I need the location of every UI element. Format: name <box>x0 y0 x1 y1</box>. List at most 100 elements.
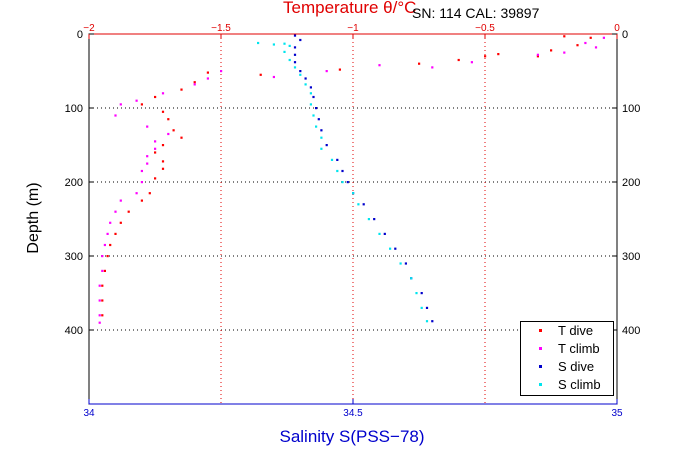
data-point-t-dive <box>259 73 262 76</box>
data-point-s-dive <box>362 203 365 206</box>
data-point-t-climb <box>119 103 122 106</box>
data-point-s-dive <box>425 306 429 309</box>
data-point-s-dive <box>309 86 312 89</box>
data-point-s-climb <box>288 44 291 47</box>
data-point-t-dive <box>172 129 175 132</box>
data-point-t-dive <box>154 95 157 99</box>
data-point-t-climb <box>602 36 605 39</box>
data-point-s-dive <box>304 77 307 80</box>
legend-label-s-climb: S climb <box>558 377 601 392</box>
temperature-tick-label: −0.5 <box>475 23 495 34</box>
data-point-t-dive <box>161 110 165 113</box>
data-point-t-dive <box>101 284 104 287</box>
data-point-t-climb <box>119 199 122 202</box>
data-point-t-climb <box>98 314 101 317</box>
data-point-t-dive <box>457 58 460 62</box>
data-point-s-dive <box>341 169 344 173</box>
data-point-t-climb <box>193 83 196 86</box>
data-point-s-climb <box>425 320 429 323</box>
data-point-s-climb <box>367 218 370 221</box>
data-point-t-dive <box>154 151 157 154</box>
data-point-s-climb <box>352 192 355 195</box>
data-point-t-dive <box>576 44 579 47</box>
chart-title: Temperature θ/°C <box>283 0 417 17</box>
data-point-s-climb <box>399 262 402 265</box>
data-point-t-dive <box>114 232 117 235</box>
data-point-t-climb <box>154 147 157 150</box>
data-point-s-climb <box>336 169 339 173</box>
data-point-s-dive <box>383 232 386 235</box>
data-point-s-dive <box>404 262 407 265</box>
data-point-s-climb <box>415 292 418 295</box>
y-tick-label-right: 100 <box>622 103 640 115</box>
data-point-s-climb <box>288 58 291 62</box>
data-point-t-climb <box>98 299 101 302</box>
data-point-t-climb <box>161 92 165 95</box>
data-point-s-climb <box>330 158 334 161</box>
data-point-t-climb <box>101 269 104 272</box>
data-point-t-climb <box>431 66 434 69</box>
temperature-tick-label: 0 <box>614 23 620 34</box>
data-point-t-climb <box>135 192 138 195</box>
data-point-t-climb <box>101 255 104 258</box>
data-point-t-dive <box>206 71 209 74</box>
data-point-t-dive <box>148 192 151 195</box>
data-point-s-dive <box>394 247 397 250</box>
data-point-t-dive <box>484 55 487 58</box>
y-tick-label-left: 300 <box>65 251 83 263</box>
data-point-s-dive <box>373 218 376 221</box>
data-point-t-dive <box>161 144 165 147</box>
data-point-t-climb <box>109 221 112 224</box>
data-point-s-climb <box>378 232 381 235</box>
data-point-s-climb <box>315 125 318 128</box>
data-point-s-dive <box>293 34 297 37</box>
data-point-s-dive <box>293 53 297 56</box>
legend: T dive T climb S dive S climb <box>520 321 614 396</box>
legend-marker-t-dive <box>539 329 542 332</box>
data-point-s-climb <box>283 42 286 45</box>
y-axis-label: Depth (m) <box>25 182 42 254</box>
legend-marker-s-climb <box>539 383 542 386</box>
data-point-s-climb <box>420 306 423 309</box>
data-point-t-dive <box>167 118 170 121</box>
data-point-s-dive <box>320 129 323 132</box>
data-point-t-dive <box>550 49 553 52</box>
data-point-s-dive <box>346 181 349 184</box>
data-point-t-climb <box>325 70 328 73</box>
salinity-tick-label: 34 <box>83 408 95 419</box>
data-point-t-climb <box>594 46 598 49</box>
legend-item-s-climb: S climb <box>521 376 613 394</box>
data-point-s-dive <box>336 158 339 161</box>
data-point-s-dive <box>325 144 328 147</box>
legend-label-t-dive: T dive <box>558 323 594 338</box>
data-point-t-climb <box>103 243 106 247</box>
data-point-t-climb <box>146 162 149 165</box>
data-point-s-dive <box>299 70 302 73</box>
data-point-t-climb <box>114 114 117 117</box>
legend-label-s-dive: S dive <box>558 359 595 374</box>
x-axis-label: Salinity S(PSS−78) <box>279 427 425 446</box>
temperature-tick-label: −2 <box>83 23 95 34</box>
data-point-s-dive <box>293 46 297 49</box>
y-tick-label-right: 300 <box>622 251 640 263</box>
temperature-tick-label: −1 <box>347 23 359 34</box>
data-point-t-dive <box>536 55 539 58</box>
data-point-s-climb <box>299 73 302 76</box>
data-point-t-climb <box>470 61 473 64</box>
data-point-t-climb <box>220 70 223 73</box>
legend-item-t-climb: T climb <box>521 340 613 358</box>
data-points <box>98 34 605 324</box>
data-point-s-dive <box>431 320 434 323</box>
data-point-s-dive <box>420 292 423 295</box>
data-point-t-climb <box>106 232 109 235</box>
y-tick-label-left: 400 <box>65 325 83 337</box>
legend-item-s-dive: S dive <box>521 358 613 376</box>
data-point-t-dive <box>589 36 592 39</box>
data-point-t-dive <box>101 299 104 302</box>
y-tick-label-right: 200 <box>622 177 640 189</box>
data-point-t-climb <box>536 53 539 56</box>
data-point-t-climb <box>154 140 157 143</box>
data-point-t-dive <box>497 53 500 56</box>
data-point-t-dive <box>101 314 104 317</box>
y-tick-label-left: 200 <box>65 177 83 189</box>
